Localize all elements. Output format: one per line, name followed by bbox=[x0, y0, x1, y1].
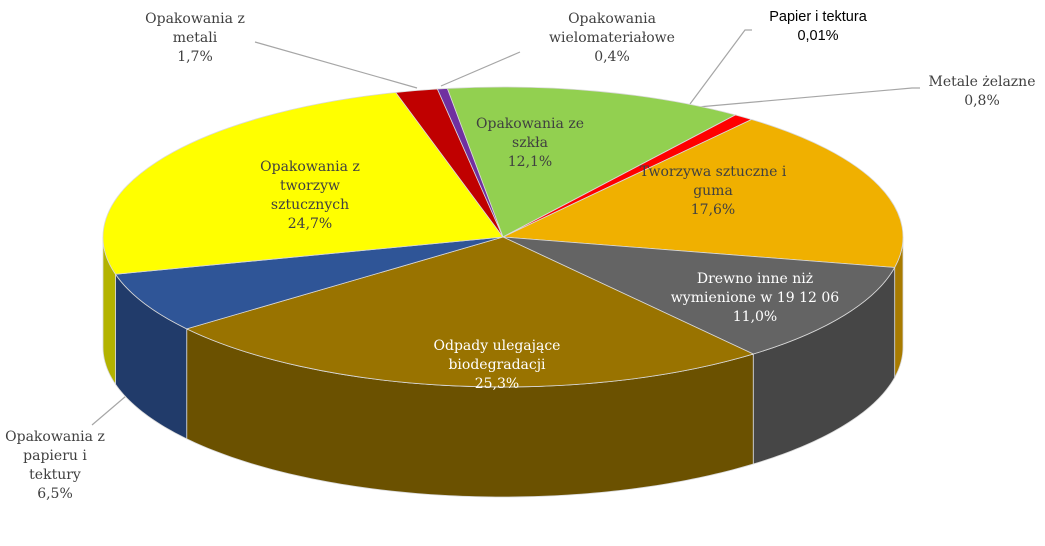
leader-line bbox=[689, 29, 752, 105]
slice bbox=[436, 88, 504, 238]
label-name: Papier i tektura bbox=[769, 9, 867, 25]
slice bbox=[446, 86, 737, 238]
label-name: Opakowania wielomateriałowe bbox=[549, 11, 675, 46]
slice bbox=[502, 236, 896, 355]
data-label: Opakowania z metali 1,7% bbox=[130, 10, 260, 67]
label-value: 25,3% bbox=[474, 376, 520, 392]
label-name: Opakowania z tworzyw sztucznych bbox=[260, 159, 360, 213]
label-name: Opakowania z metali bbox=[145, 11, 245, 46]
label-name: Opakowania ze szkła bbox=[476, 116, 584, 151]
label-name: Metale żelazne bbox=[928, 74, 1036, 90]
label-name: Opakowania z papieru i tektury bbox=[5, 429, 105, 483]
data-label: Opakowania z papieru i tektury 6,5% bbox=[5, 428, 105, 504]
data-label: Odpady ulegające biodegradacji 25,3% bbox=[402, 337, 592, 394]
label-name: Odpady ulegające biodegradacji bbox=[433, 338, 561, 373]
data-label: Opakowania wielomateriałowe 0,4% bbox=[532, 10, 692, 67]
label-value: 0,01% bbox=[797, 28, 839, 44]
label-value: 0,4% bbox=[594, 49, 630, 65]
label-value: 11,0% bbox=[732, 309, 778, 325]
data-label: Drewno inne niż wymienione w 19 12 06 11,… bbox=[660, 270, 850, 327]
label-value: 1,7% bbox=[177, 49, 213, 65]
leader-line bbox=[440, 51, 521, 87]
slice bbox=[102, 92, 504, 275]
label-name: Drewno inne niż wymienione w 19 12 06 bbox=[670, 271, 840, 306]
data-label: Papier i tektura 0,01% bbox=[718, 8, 918, 46]
label-name: Tworzywa sztuczne i guma bbox=[639, 164, 787, 199]
leader-line bbox=[697, 87, 920, 108]
label-value: 0,8% bbox=[964, 93, 1000, 109]
leader-line bbox=[254, 41, 418, 89]
data-label: Opakowania ze szkła 12,1% bbox=[468, 115, 593, 172]
label-value: 6,5% bbox=[37, 486, 73, 502]
slice bbox=[114, 236, 504, 330]
slice bbox=[501, 119, 904, 268]
label-value: 17,6% bbox=[690, 202, 736, 218]
label-value: 24,7% bbox=[287, 216, 333, 232]
data-label: Opakowania z tworzyw sztucznych 24,7% bbox=[240, 158, 380, 234]
data-label: Tworzywa sztuczne i guma 17,6% bbox=[628, 163, 798, 220]
data-label: Metale żelazne 0,8% bbox=[907, 73, 1045, 111]
slice bbox=[185, 236, 755, 388]
label-value: 12,1% bbox=[507, 154, 553, 170]
